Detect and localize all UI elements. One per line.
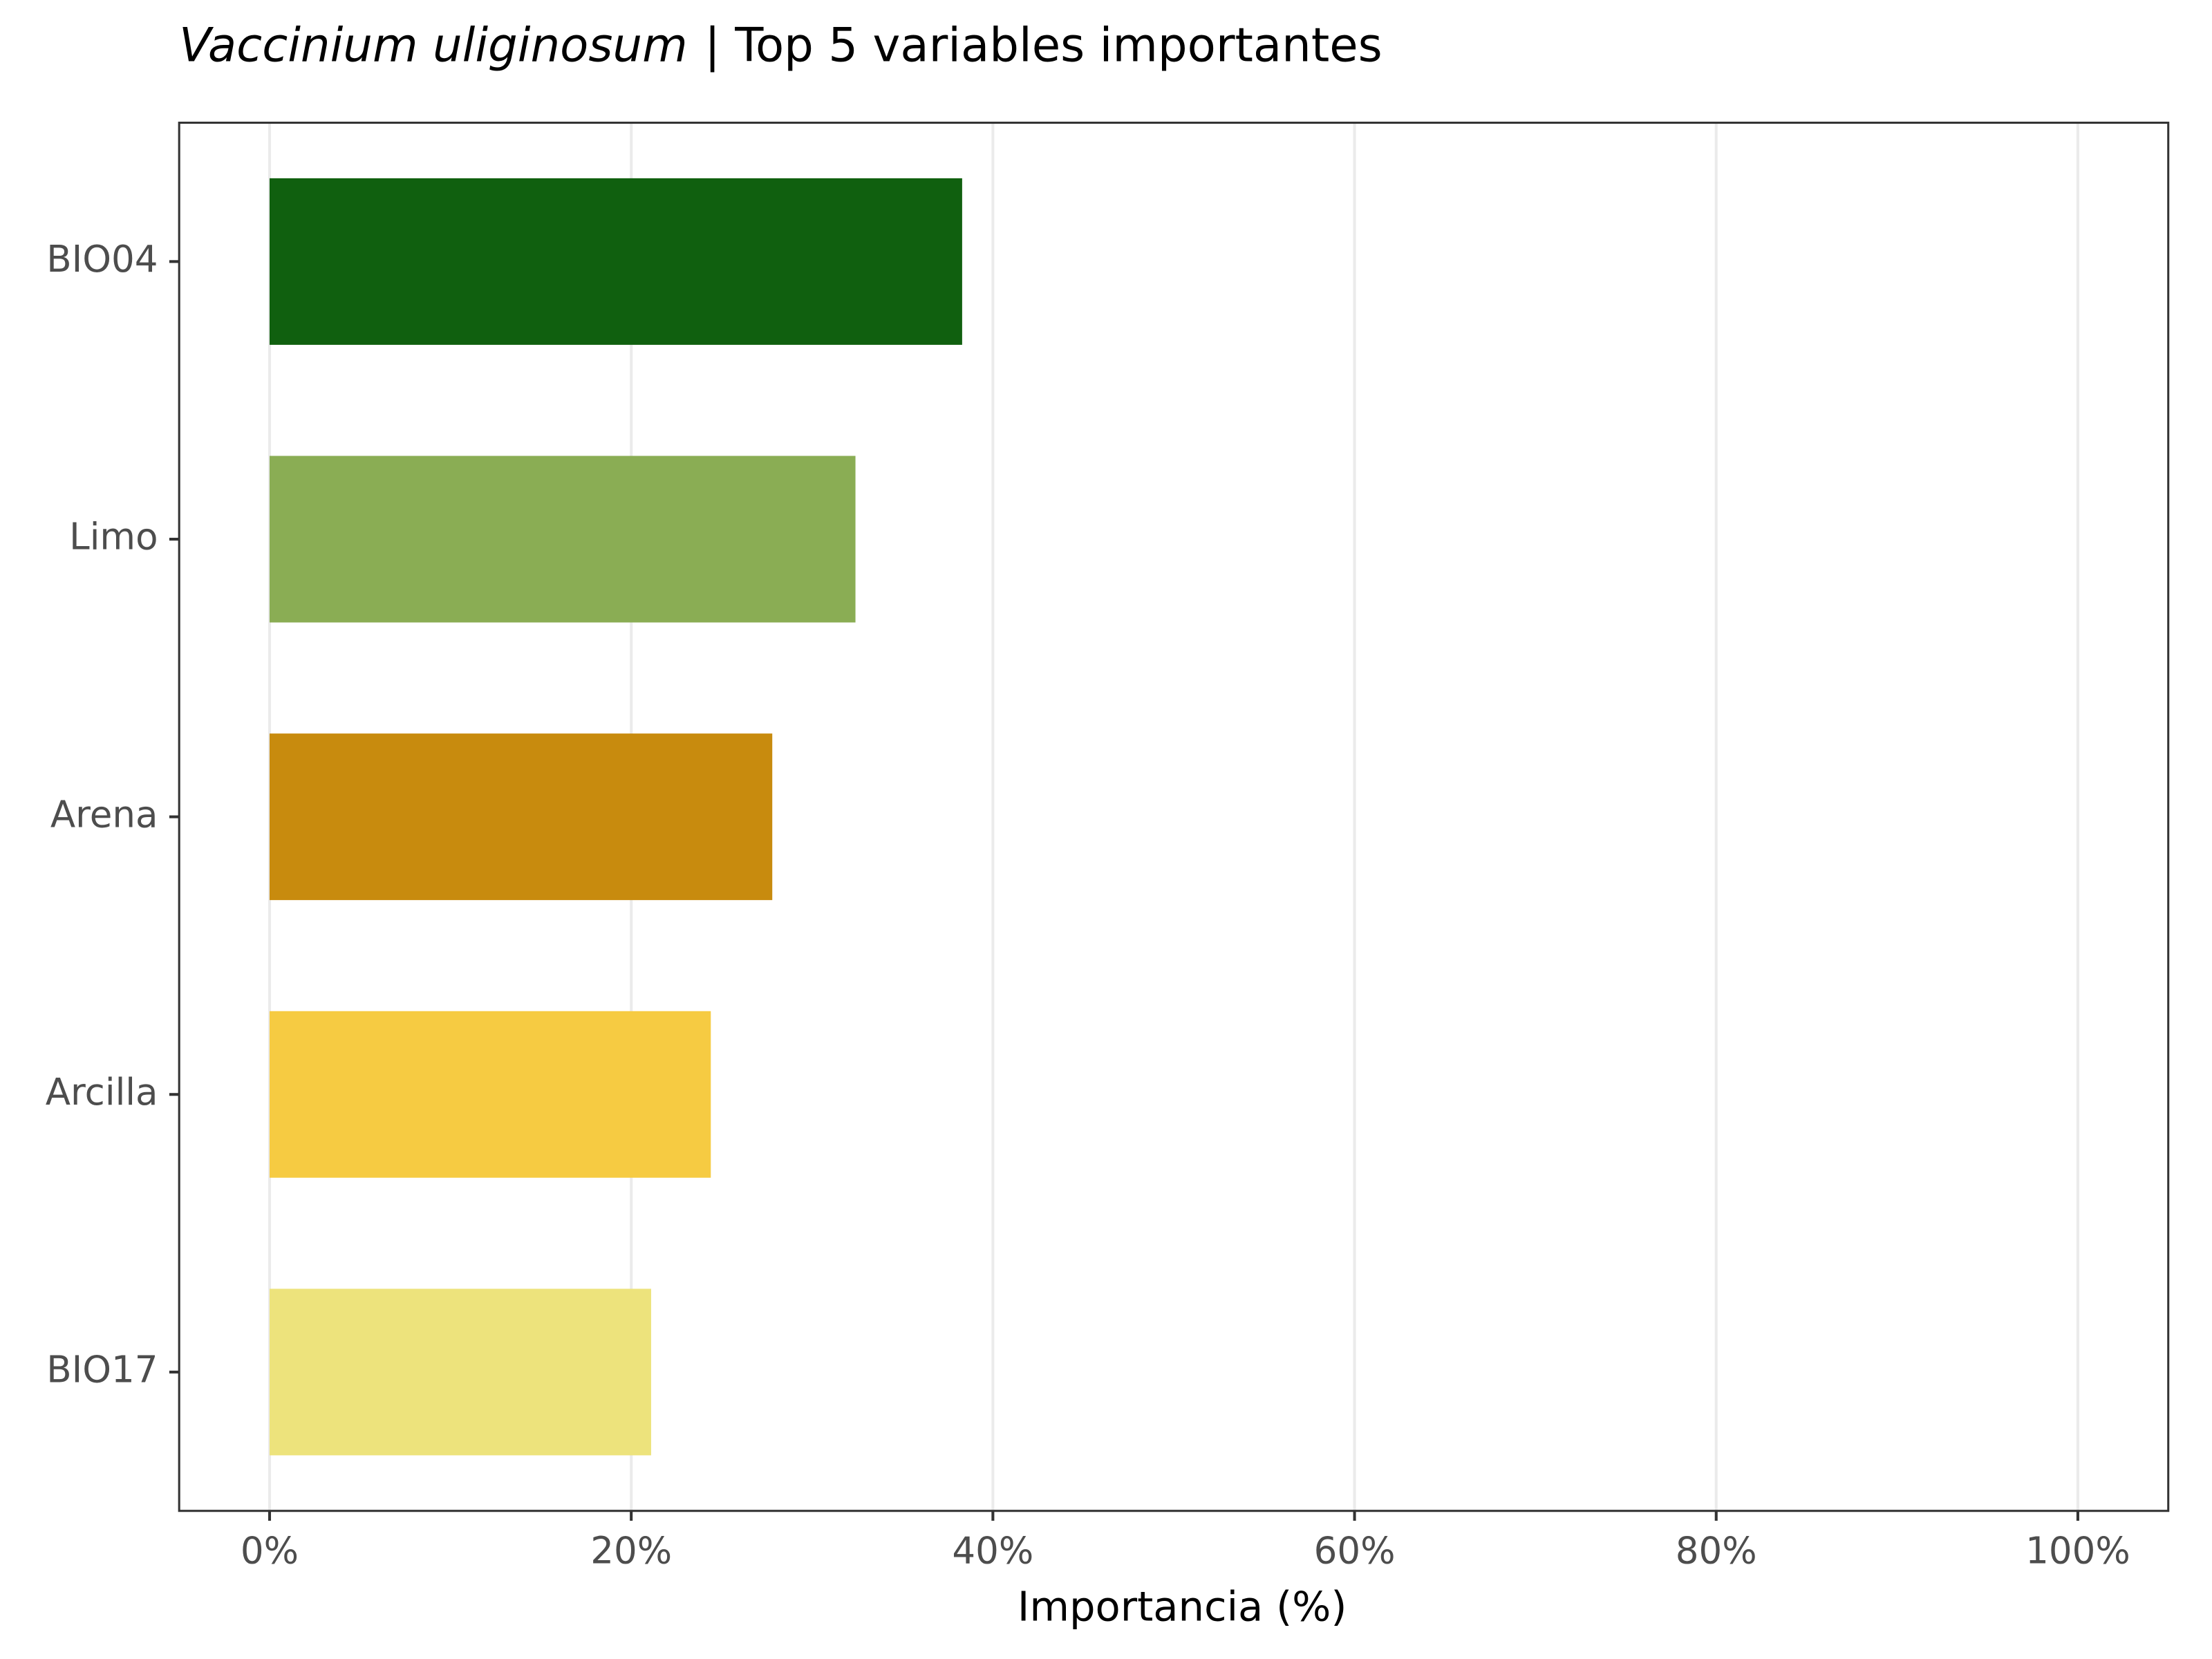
x-tick-label: 40% [952,1530,1033,1573]
bar [269,733,773,901]
x-tick-label: 60% [1314,1530,1396,1573]
panel-border [178,122,2170,1512]
bar [269,456,856,623]
x-tick-label: 80% [1676,1530,1757,1573]
x-tick-label: 100% [2025,1530,2130,1573]
y-tick-label: BIO04 [46,238,158,281]
x-tick-label: 20% [590,1530,672,1573]
y-tick-label: Arena [50,793,158,836]
y-tick-label: Limo [69,516,158,559]
bar [269,178,962,345]
bar [269,1288,651,1456]
x-tick-label: 0% [241,1530,299,1573]
bar [269,1011,711,1178]
title-species: Vaccinium uliginosum [179,17,688,72]
y-tick-label: Arcilla [46,1071,158,1114]
chart-title: Vaccinium uliginosum | Top 5 variables im… [179,17,1382,72]
x-axis-label: Importancia (%) [1018,1583,1347,1631]
title-rest: | Top 5 variables importantes [704,17,1382,72]
y-tick-label: BIO17 [46,1349,158,1391]
